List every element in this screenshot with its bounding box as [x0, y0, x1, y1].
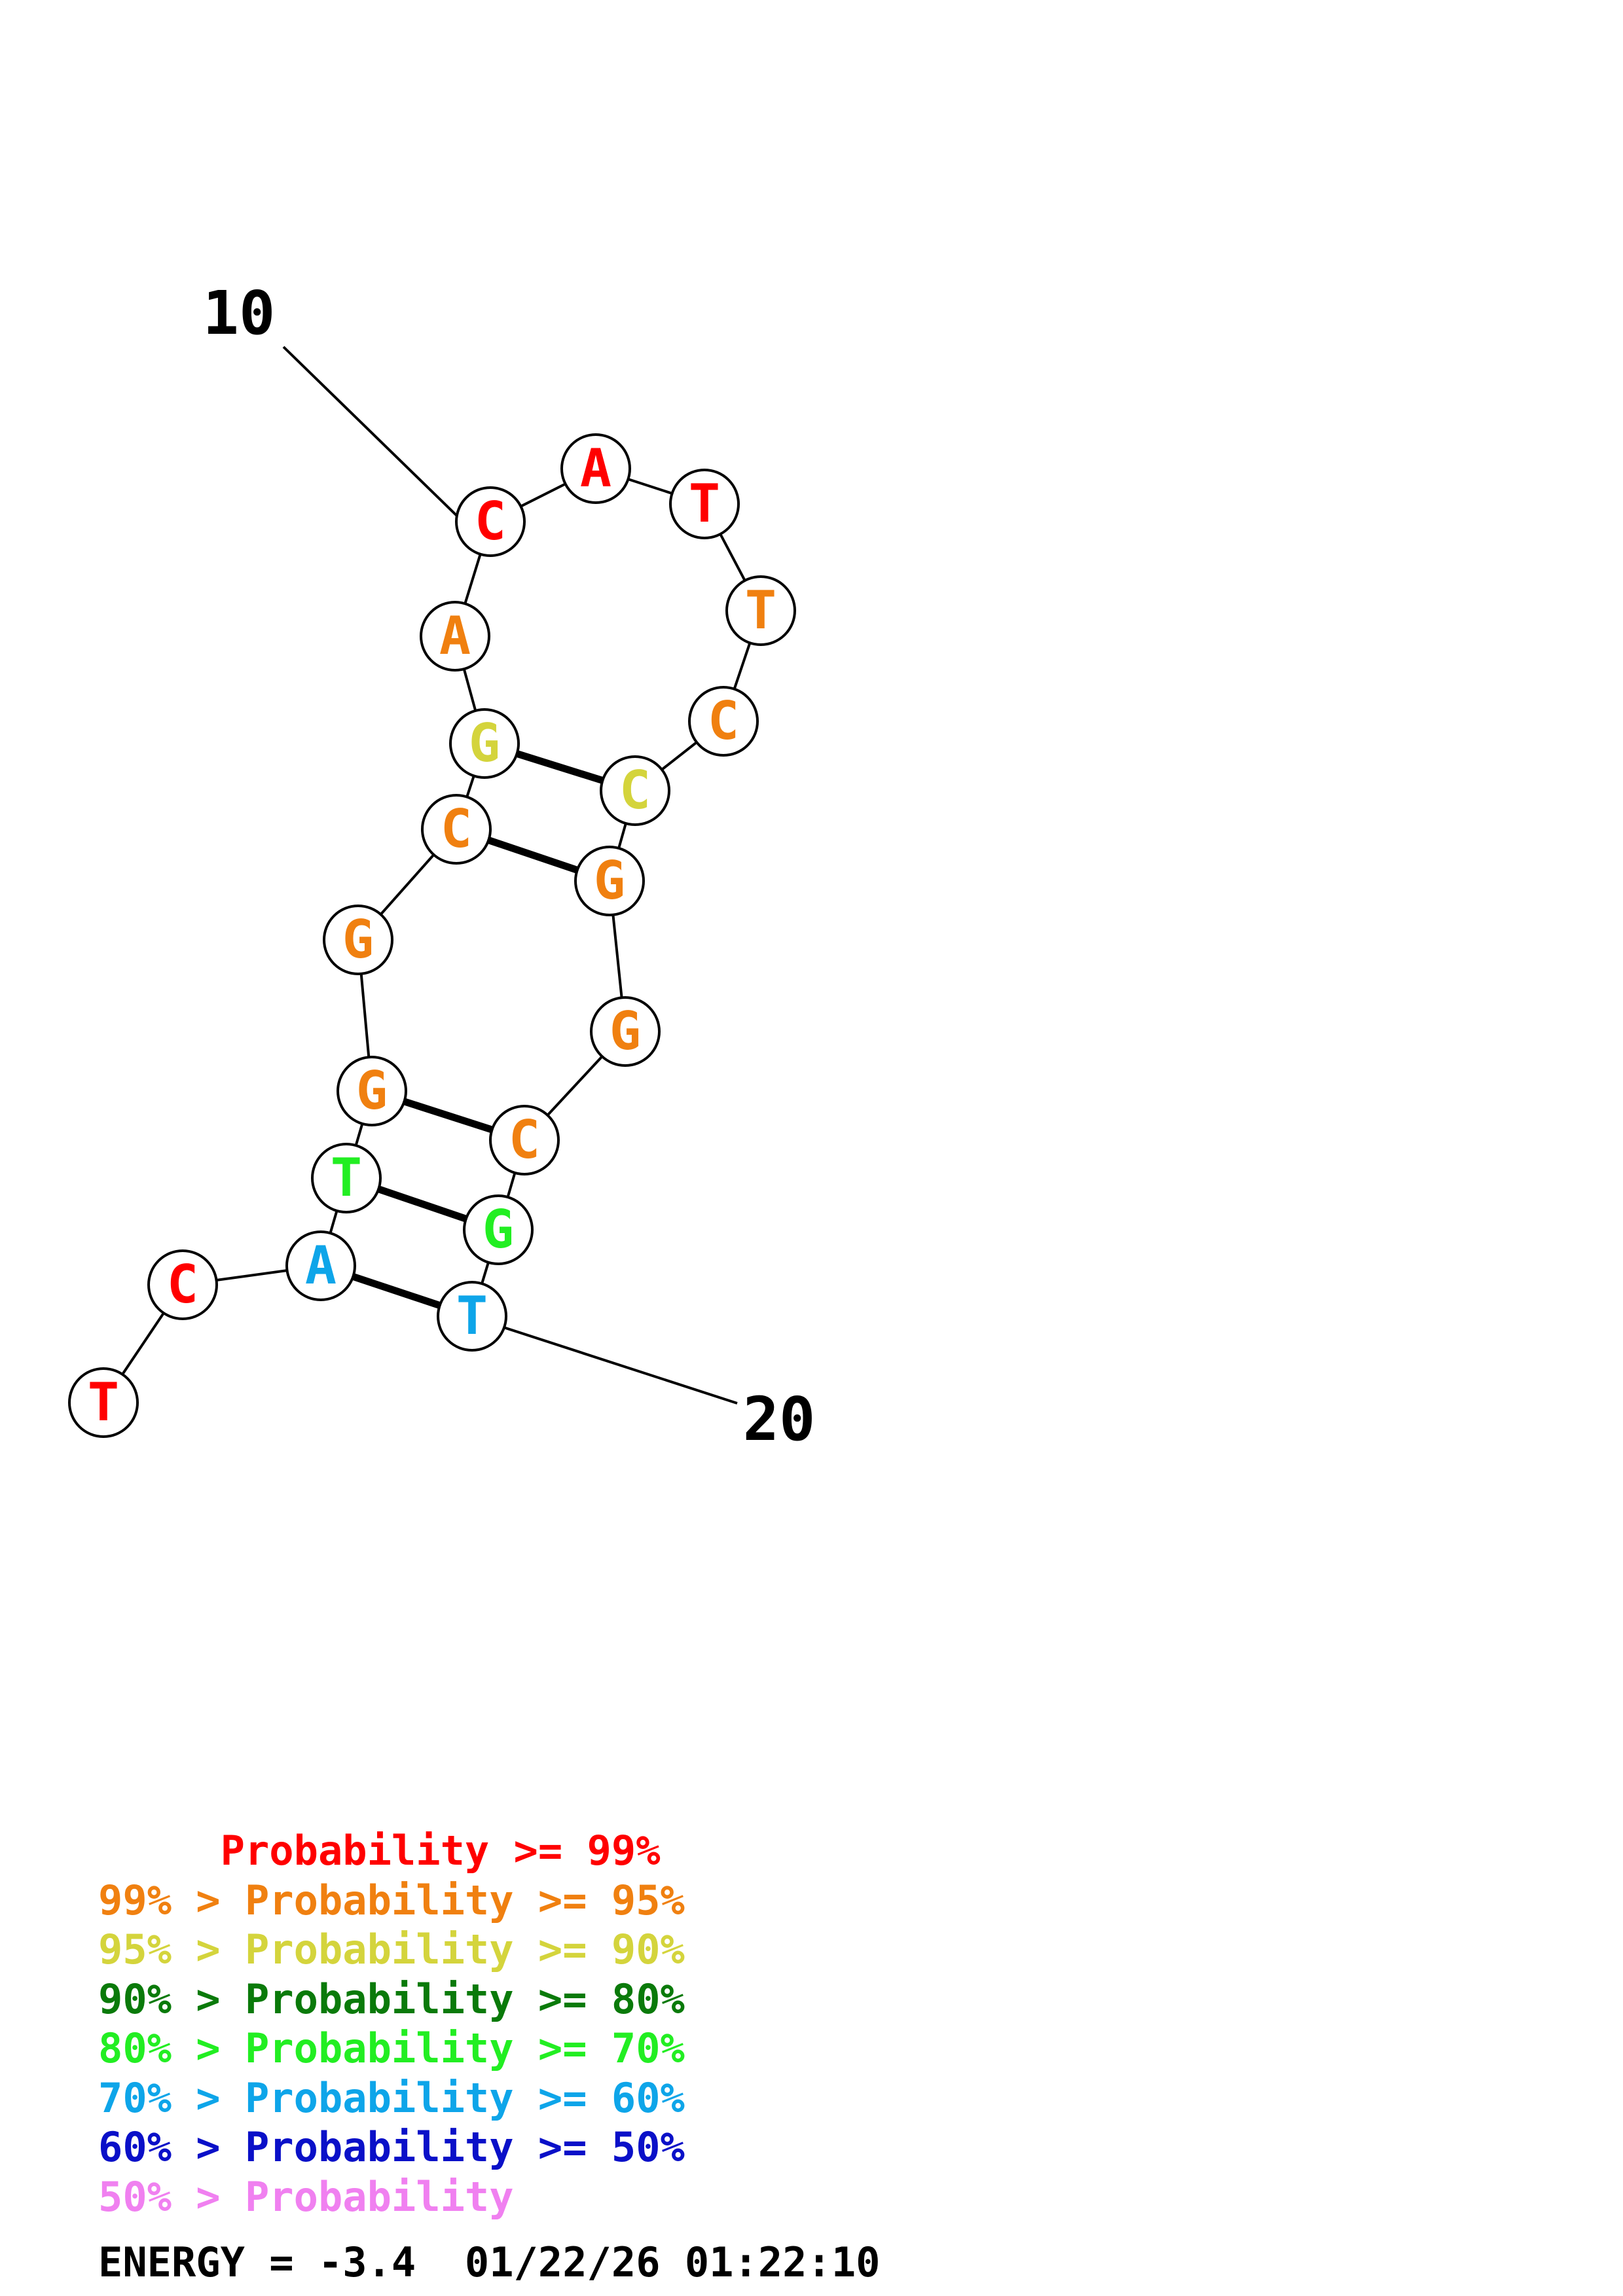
nucleotide-base: G [469, 713, 500, 774]
nucleotide-17: G [590, 996, 661, 1067]
nucleotide-circle [420, 601, 490, 672]
legend-entry: Probability >= 99% [98, 1827, 661, 1874]
nucleotide-14: C [688, 686, 759, 757]
nucleotide-base: G [594, 850, 625, 911]
nucleotide-circle [285, 1230, 356, 1301]
legend-entry: 80% > Probability >= 70% [98, 2024, 685, 2072]
legend-entry: 95% > Probability >= 90% [98, 1926, 685, 1973]
legend-entry: 60% > Probability >= 50% [98, 2123, 685, 2171]
nucleotide-circle [688, 686, 759, 757]
nucleotide-circle [560, 433, 631, 504]
nucleotide-base: C [708, 691, 739, 751]
nucleotide-13: T [725, 575, 796, 646]
nucleotide-7: C [421, 794, 492, 865]
nucleotide-20: T [437, 1281, 507, 1352]
nucleotide-5: G [337, 1056, 407, 1126]
nucleotide-base: C [441, 798, 472, 859]
nucleotide-2: C [147, 1249, 218, 1320]
nucleotide-base: C [167, 1254, 198, 1315]
nucleotide-base: A [580, 438, 611, 499]
position-labels: 10 20 [203, 278, 816, 1454]
nucleotide-circle [311, 1143, 382, 1213]
nucleotide-12: T [669, 469, 740, 539]
nucleotide-base: G [610, 1001, 641, 1062]
nucleotide-base: C [619, 760, 651, 821]
nucleotide-circle [489, 1105, 560, 1175]
nucleotide-circle [590, 996, 661, 1067]
position-label-10: 10 [203, 278, 276, 348]
label-leader-line [282, 346, 463, 522]
nucleotide-1: T [68, 1367, 139, 1438]
nucleotide-4: T [311, 1143, 382, 1213]
nucleotide-circle [147, 1249, 218, 1320]
nucleotide-circle [437, 1281, 507, 1352]
nucleotide-circle [449, 708, 520, 779]
nucleotide-base: T [689, 473, 720, 534]
label-leader-line [473, 1316, 738, 1405]
position-label-20: 20 [743, 1384, 816, 1454]
nucleotide-3: A [285, 1230, 356, 1301]
nucleotide-base: C [509, 1109, 540, 1170]
nucleotide-6: G [323, 905, 393, 975]
legend-entry: 90% > Probability >= 80% [98, 1975, 685, 2023]
nucleotide-15: C [600, 755, 670, 826]
nucleotide-18: C [489, 1105, 560, 1175]
nucleotide-circle [463, 1194, 534, 1265]
nucleotide-circle [68, 1367, 139, 1438]
nucleotide-circle [337, 1056, 407, 1126]
nucleotide-base: T [331, 1147, 362, 1208]
nucleotide-circle [725, 575, 796, 646]
legend-entry: 50% > Probability [98, 2172, 514, 2221]
nucleotide-circle [669, 469, 740, 539]
nucleotide-base: A [439, 605, 471, 666]
legend-entry: 70% > Probability >= 60% [98, 2073, 685, 2122]
nucleotide-circle [600, 755, 670, 826]
nucleotide-base: T [745, 580, 776, 641]
nucleotide-circle [455, 486, 526, 557]
nucleotide-10: C [455, 486, 526, 557]
probability-legend: Probability >= 99% 99% > Probability >= 9… [98, 1826, 685, 2221]
nucleotide-base: A [305, 1235, 337, 1296]
nucleotide-circle [323, 905, 393, 975]
nucleotide-circle [421, 794, 492, 865]
energy-readout: ENERGY = -3.4 01/22/26 01:22:10 [98, 2238, 881, 2286]
nucleotide-base: T [456, 1285, 488, 1346]
nucleotide-circle [574, 846, 645, 916]
nucleotide-8: G [449, 708, 520, 779]
nucleotide-19: G [463, 1194, 534, 1265]
nucleotide-11: A [560, 433, 631, 504]
position-label-leaders [282, 346, 738, 1405]
nucleotide-16: G [574, 846, 645, 916]
nucleotide-9: A [420, 601, 490, 672]
nucleotide-base: G [342, 909, 374, 970]
nucleotide-base: G [483, 1199, 514, 1260]
nucleotide-base: T [88, 1372, 119, 1433]
legend-entry: 99% > Probability >= 95% [98, 1876, 685, 1924]
nucleotide-base: C [475, 491, 506, 552]
nucleotide-base: G [356, 1060, 388, 1121]
